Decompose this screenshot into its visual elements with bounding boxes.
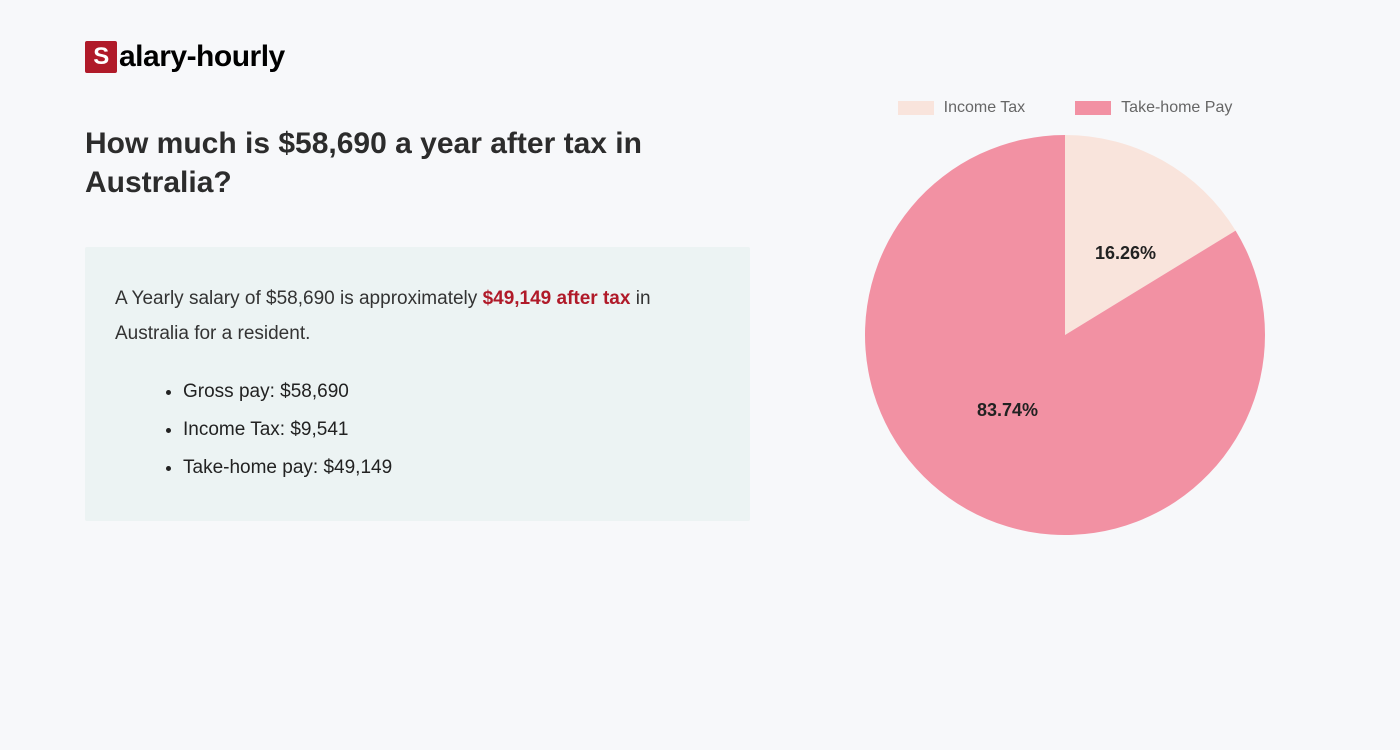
logo-text: alary-hourly (119, 40, 285, 74)
page-container: Salary-hourly How much is $58,690 a year… (0, 0, 1400, 575)
legend-item-income-tax: Income Tax (898, 99, 1026, 117)
brand-logo: Salary-hourly (85, 40, 1315, 74)
chart-legend: Income Tax Take-home Pay (898, 99, 1233, 117)
breakdown-tax: Income Tax: $9,541 (183, 411, 720, 449)
pie-chart: 16.26% 83.74% (865, 135, 1265, 535)
summary-highlight: $49,149 after tax (483, 288, 631, 309)
breakdown-gross: Gross pay: $58,690 (183, 373, 720, 411)
page-heading: How much is $58,690 a year after tax in … (85, 124, 750, 202)
summary-prefix: A Yearly salary of $58,690 is approximat… (115, 288, 483, 309)
main-content: How much is $58,690 a year after tax in … (85, 124, 1315, 535)
legend-label-income-tax: Income Tax (944, 99, 1026, 117)
pie-svg (865, 135, 1265, 535)
text-panel: How much is $58,690 a year after tax in … (85, 124, 750, 521)
legend-swatch-takehome (1075, 101, 1111, 115)
legend-swatch-income-tax (898, 101, 934, 115)
pie-label-income-tax: 16.26% (1095, 243, 1156, 264)
breakdown-list: Gross pay: $58,690 Income Tax: $9,541 Ta… (115, 373, 720, 487)
legend-label-takehome: Take-home Pay (1121, 99, 1232, 117)
breakdown-takehome: Take-home pay: $49,149 (183, 449, 720, 487)
summary-text: A Yearly salary of $58,690 is approximat… (115, 281, 720, 351)
logo-box-icon: S (85, 41, 117, 73)
pie-label-takehome: 83.74% (977, 400, 1038, 421)
summary-box: A Yearly salary of $58,690 is approximat… (85, 247, 750, 521)
chart-panel: Income Tax Take-home Pay 16.26% 83.74% (850, 99, 1280, 535)
legend-item-takehome: Take-home Pay (1075, 99, 1232, 117)
